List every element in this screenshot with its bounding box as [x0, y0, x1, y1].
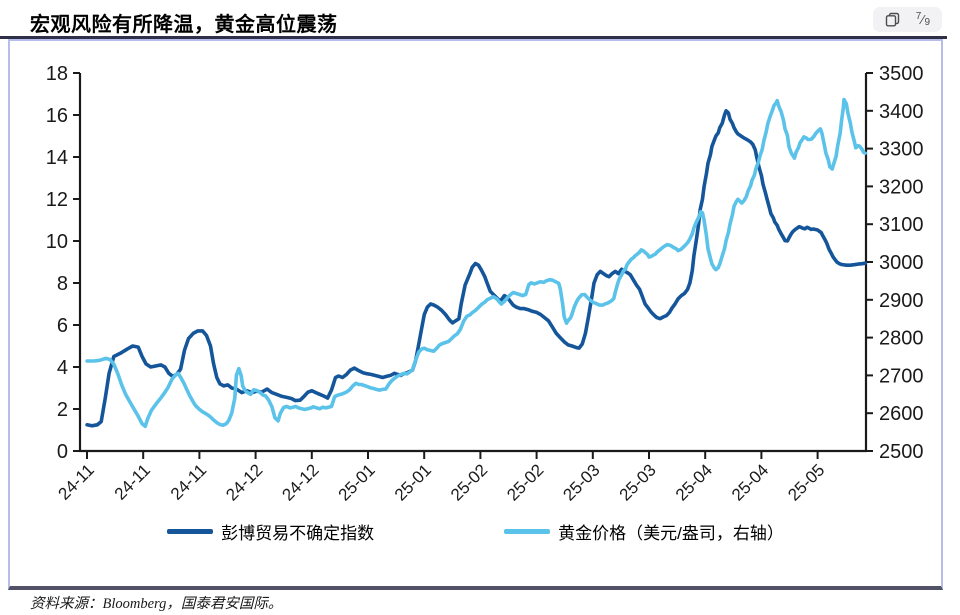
chart-legend: 彭博贸易不确定指数 黄金价格（美元/盎司，右轴）: [10, 519, 941, 544]
y-axis-tick-label: 2600: [879, 403, 924, 425]
y-axis-tick-label: 3000: [879, 252, 924, 274]
y-axis-tick-label: 3100: [879, 214, 924, 236]
page-fraction-numerator: 7: [915, 10, 922, 22]
source-note: 资料来源：Bloomberg，国泰君安国际。: [30, 596, 283, 612]
x-axis-tick-label: 25-04: [672, 460, 716, 504]
legend-swatch-dark-line: [167, 529, 214, 534]
x-axis-tick-label: 24-11: [111, 460, 154, 503]
x-axis-tick-label: 25-01: [391, 460, 435, 504]
page-fraction-indicator[interactable]: 7 ⁄ 9: [915, 10, 930, 28]
y-axis-tick-label: 6: [57, 315, 68, 337]
series-line-1: [85, 97, 868, 429]
y-axis-tick-label: 2500: [879, 441, 924, 463]
legend-label: 黄金价格（美元/盎司，右轴）: [558, 524, 784, 543]
series-line-0: [85, 109, 868, 428]
page-title: 宏观风险有所降温，黄金高位震荡: [30, 14, 338, 36]
y-axis-tick-label: 18: [46, 63, 68, 85]
x-axis-tick-label: 25-03: [616, 460, 660, 504]
x-axis-tick-label: 24-12: [278, 460, 322, 504]
x-axis-tick-label: 24-11: [167, 460, 210, 503]
y-axis-tick-label: 3500: [879, 63, 924, 85]
legend-swatch-light-line: [504, 529, 551, 534]
y-axis-tick-label: 2700: [879, 365, 924, 387]
copy-icon[interactable]: [885, 12, 900, 27]
x-axis-tick-label: 25-05: [784, 460, 828, 504]
y-axis-tick-label: 2800: [879, 328, 924, 350]
legend-item-trade-uncertainty: 彭博贸易不确定指数: [167, 519, 374, 544]
fraction-slash: ⁄: [921, 12, 924, 27]
y-axis-tick-label: 12: [46, 189, 68, 211]
y-axis-tick-label: 8: [57, 273, 68, 295]
x-axis-tick-label: 24-11: [55, 460, 98, 503]
y-axis-tick-label: 3200: [879, 176, 924, 198]
x-axis-tick-label: 25-02: [503, 460, 547, 504]
x-axis-tick-label: 24-12: [222, 460, 266, 504]
legend-label: 彭博贸易不确定指数: [221, 524, 375, 543]
y-axis-tick-label: 10: [46, 231, 68, 253]
x-axis-tick-label: 25-02: [447, 460, 491, 504]
y-axis-tick-label: 2: [57, 399, 68, 421]
y-axis-tick-label: 3300: [879, 139, 924, 161]
page-fraction-denominator: 9: [924, 16, 930, 28]
title-divider-rule: [0, 36, 947, 39]
y-axis-tick-label: 4: [57, 357, 68, 379]
x-axis-tick-label: 25-01: [335, 460, 379, 504]
x-axis-tick-label: 25-04: [728, 460, 772, 504]
x-axis-tick-label: 25-03: [559, 460, 603, 504]
y-axis-tick-label: 2900: [879, 290, 924, 312]
y-axis-tick-label: 3400: [879, 101, 924, 123]
chart-container: 0 2 4 6 8 10 12 14 16 18 2500 2600 2700 2800 2900 3000 3…: [8, 39, 943, 590]
chart-canvas: 0 2 4 6 8 10 12 14 16 18 2500 2600 2700 2800 2900 3000 3…: [46, 63, 924, 505]
legend-item-gold-price: 黄金价格（美元/盎司，右轴）: [504, 519, 784, 544]
y-axis-tick-label: 0: [57, 441, 68, 463]
y-axis-tick-label: 16: [46, 105, 68, 127]
chart-toolbar: 7 ⁄ 9: [872, 7, 942, 32]
y-axis-tick-label: 14: [46, 147, 68, 169]
